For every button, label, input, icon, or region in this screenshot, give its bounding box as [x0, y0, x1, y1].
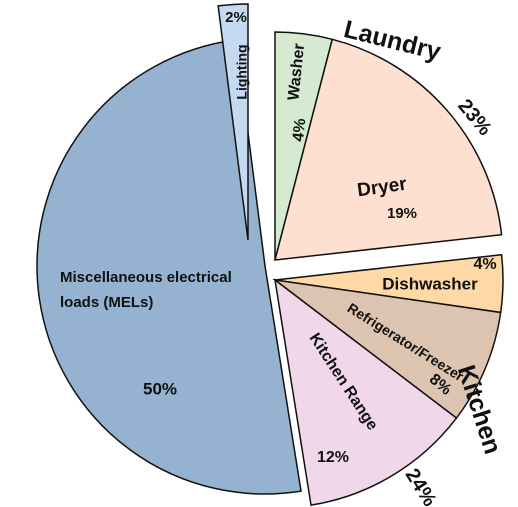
slice-label: Dishwasher [382, 274, 478, 293]
pie-slice [36, 38, 302, 495]
group-value-label: 24% [401, 465, 441, 507]
slice-label: Miscellaneous electrical loads (MELs) [60, 269, 232, 311]
value-label: 4% [473, 256, 496, 273]
pie-slice [217, 3, 249, 241]
value-label: 2% [225, 9, 247, 26]
slice-label: Washer [285, 43, 308, 102]
value-label: 50% [143, 379, 177, 398]
slice-label: Lighting [234, 44, 250, 99]
pie-slice [272, 278, 502, 420]
value-label: 4% [290, 118, 309, 143]
value-label: 19% [387, 205, 417, 222]
pie-slice [274, 38, 503, 261]
value-label: 12% [317, 449, 349, 466]
pie-slice [273, 278, 458, 506]
slice-label-box: Miscellaneous electrical loads (MELs) [60, 269, 232, 311]
